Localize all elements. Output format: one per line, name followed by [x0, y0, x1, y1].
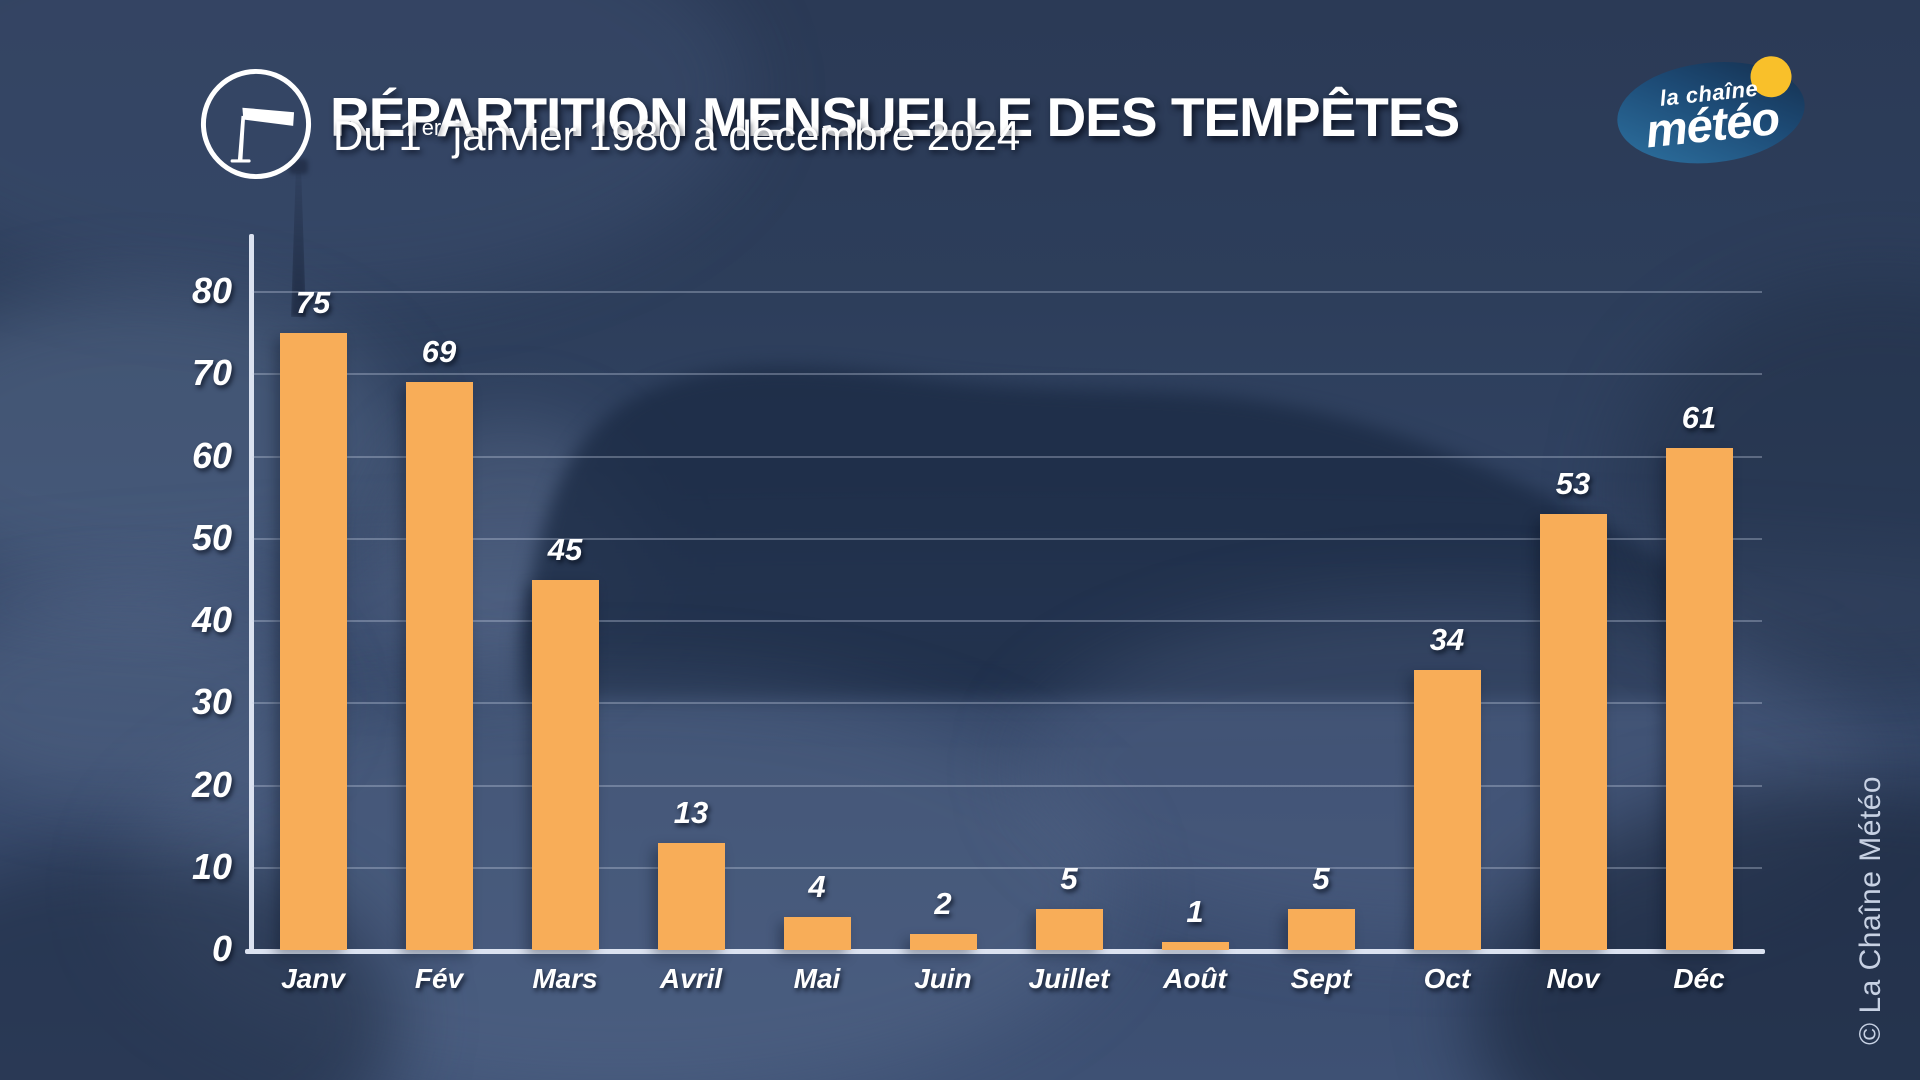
y-gridline — [252, 784, 1762, 787]
bar — [657, 843, 725, 950]
copyright-watermark: © La Chaîne Météo — [1854, 775, 1887, 1045]
x-category-label: Avril — [659, 963, 723, 994]
bar-value-label: 4 — [808, 869, 826, 904]
x-category-label: Juillet — [1028, 963, 1110, 994]
y-tick-label: 70 — [191, 352, 232, 394]
bar-value-label: 5 — [1060, 861, 1078, 896]
y-tick-label: 30 — [191, 681, 232, 723]
x-category-label: Nov — [1546, 963, 1600, 994]
bar-value-label: 45 — [547, 532, 583, 567]
bar-value-label: 75 — [295, 285, 331, 320]
x-category-label: Janv — [281, 963, 345, 994]
bar — [405, 382, 473, 950]
y-tick-label: 40 — [191, 599, 232, 641]
y-gridline — [252, 620, 1762, 622]
bar-value-label: 61 — [1681, 400, 1717, 435]
bar — [1665, 448, 1733, 950]
bar — [1539, 514, 1607, 950]
windsock-badge — [198, 66, 314, 182]
bar-value-label: 34 — [1429, 622, 1465, 657]
y-tick-label: 50 — [191, 516, 232, 558]
x-category-label: Juin — [914, 963, 972, 994]
bar — [279, 333, 347, 950]
bar — [783, 917, 851, 950]
y-tick-label: 10 — [191, 845, 232, 887]
bar-value-label: 5 — [1312, 861, 1330, 896]
bar — [1035, 909, 1103, 950]
page-subtitle: Du 1er janvier 1980 à décembre 2024 — [333, 112, 1020, 160]
bar-value-label: 53 — [1555, 466, 1591, 501]
x-category-label: Mars — [532, 963, 598, 994]
bar-value-label: 69 — [421, 334, 457, 369]
y-gridline — [252, 455, 1762, 458]
subtitle-rest: janvier 1980 à décembre 2024 — [441, 112, 1021, 159]
y-gridline — [252, 537, 1762, 540]
subtitle-superscript: er — [421, 115, 442, 140]
x-category-label: Sept — [1290, 963, 1352, 994]
y-axis-line — [249, 234, 254, 952]
bar — [1413, 670, 1481, 950]
x-category-label: Fév — [414, 963, 464, 994]
y-gridline — [252, 702, 1762, 705]
x-category-label: Mai — [793, 963, 841, 994]
y-tick-label: 80 — [191, 270, 232, 312]
x-category-label: Déc — [1673, 963, 1725, 994]
bar — [1287, 909, 1355, 950]
bar-value-label: 1 — [1186, 894, 1204, 929]
y-gridline — [252, 291, 1762, 293]
bar-value-label: 2 — [934, 886, 952, 921]
bar — [1161, 942, 1229, 950]
x-category-label: Oct — [1423, 963, 1471, 994]
page-title: RÉPARTITION MENSUELLE DES TEMPÊTES — [330, 85, 1460, 148]
lighthouse-silhouette — [291, 172, 306, 317]
windsock-icon — [200, 68, 312, 180]
bar — [909, 934, 977, 950]
x-axis-line — [245, 949, 1765, 954]
bar — [531, 580, 599, 950]
y-gridline — [252, 373, 1762, 376]
y-tick-label: 20 — [191, 763, 232, 805]
subtitle-prefix: Du 1 — [333, 112, 422, 159]
y-tick-label: 60 — [191, 434, 232, 476]
y-tick-label: 0 — [211, 928, 232, 970]
x-category-label: Août — [1163, 963, 1227, 994]
bar-value-label: 13 — [673, 795, 709, 830]
y-gridline — [252, 866, 1762, 869]
